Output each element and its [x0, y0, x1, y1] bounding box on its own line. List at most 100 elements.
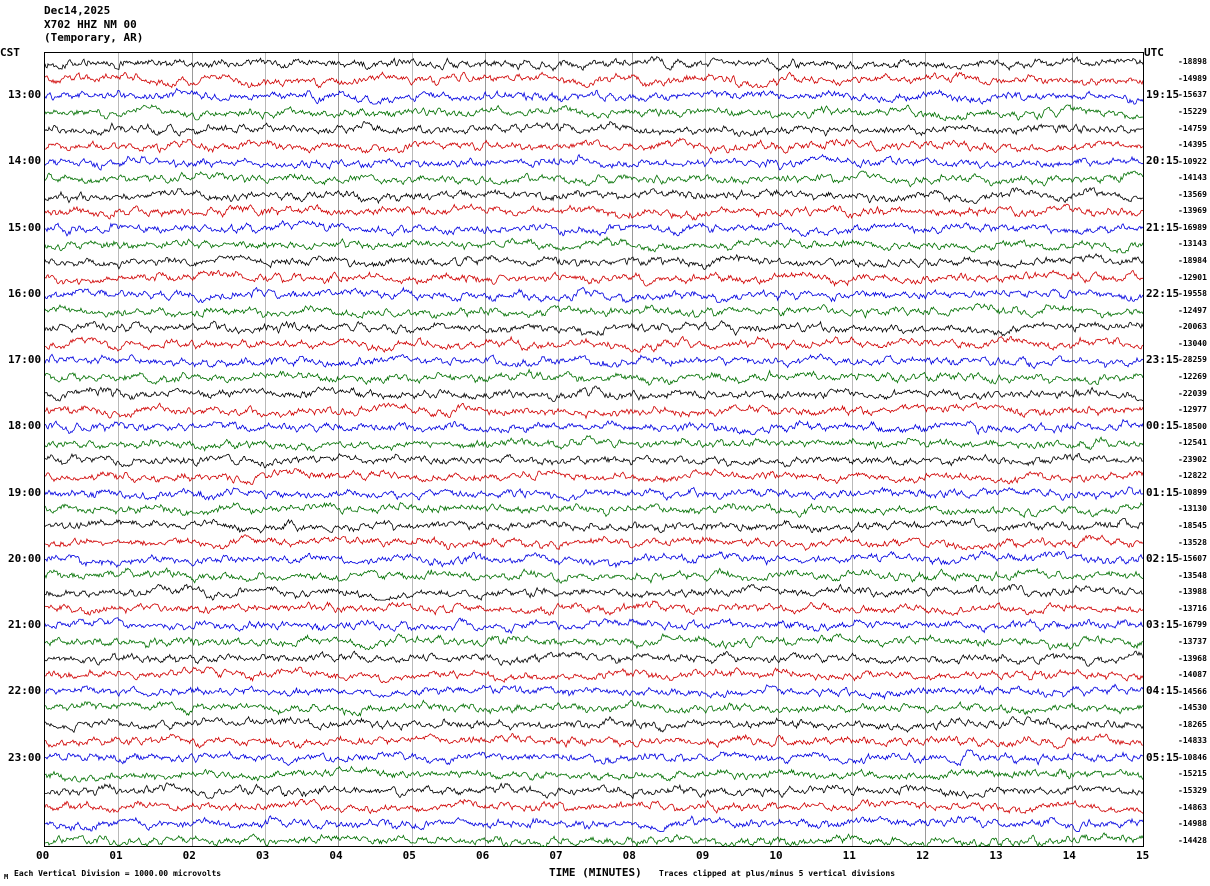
scale-value-32: -13548	[1178, 570, 1207, 580]
scale-value-1: -18898	[1178, 57, 1207, 67]
x-tick-03: 03	[256, 849, 270, 862]
grid-line-01	[118, 53, 120, 846]
scale-value-29: -18545	[1178, 521, 1207, 531]
header-network: (Temporary, AR)	[44, 31, 144, 44]
grid-line-09	[705, 53, 706, 846]
scale-value-3: -15637	[1178, 90, 1207, 100]
seismogram-plot	[44, 52, 1144, 847]
scale-value-14: -12901	[1178, 272, 1207, 282]
trace-25	[45, 452, 1143, 469]
left-time-1800: 18:00	[8, 419, 42, 433]
scale-value-40: -14530	[1178, 703, 1207, 713]
trace-05	[45, 121, 1143, 137]
trace-46	[45, 798, 1143, 815]
trace-23	[45, 418, 1143, 436]
scale-value-23: -18500	[1178, 421, 1207, 431]
x-tick-09: 09	[696, 849, 710, 862]
trace-28	[45, 501, 1143, 519]
x-tick-07: 07	[549, 849, 563, 862]
x-tick-13: 13	[989, 849, 1003, 862]
x-tick-12: 12	[916, 849, 930, 862]
scale-value-33: -13988	[1178, 587, 1207, 597]
trace-18	[45, 335, 1143, 353]
right-time-0315: 03:15	[1146, 618, 1180, 632]
trace-35	[45, 617, 1143, 635]
trace-06	[45, 137, 1143, 155]
trace-12	[45, 236, 1143, 254]
trace-09	[45, 186, 1143, 205]
trace-10	[45, 203, 1143, 221]
left-time-1900: 19:00	[8, 485, 42, 499]
trace-08	[45, 170, 1143, 188]
left-time-1500: 15:00	[8, 220, 42, 234]
x-tick-01: 01	[109, 849, 123, 862]
right-time-0115: 01:15	[1146, 485, 1180, 499]
grid-line-06	[485, 53, 486, 846]
trace-36	[45, 633, 1143, 651]
left-time-2100: 21:00	[8, 618, 42, 632]
scale-value-13: -18984	[1178, 256, 1207, 266]
trace-29	[45, 517, 1143, 534]
trace-14	[45, 269, 1143, 288]
x-axis-title: TIME (MINUTES)	[549, 866, 642, 879]
grid-line-03	[265, 53, 266, 846]
right-time-2115: 21:15	[1146, 220, 1180, 234]
scale-value-7: -10922	[1178, 156, 1207, 166]
x-tick-10: 10	[769, 849, 783, 862]
grid-line-05	[411, 53, 413, 846]
grid-line-08	[631, 53, 633, 846]
scale-value-4: -15229	[1178, 106, 1207, 116]
left-time-1400: 14:00	[8, 154, 42, 168]
left-time-1300: 13:00	[8, 88, 42, 102]
grid-line-12	[925, 53, 926, 846]
grid-line-10	[778, 53, 780, 846]
plot-header: Dec14,2025 X702 HHZ NM 00 (Temporary, AR…	[44, 4, 143, 45]
x-tick-02: 02	[182, 849, 196, 862]
grid-line-04	[338, 53, 340, 846]
scale-value-31: -15607	[1178, 554, 1207, 564]
right-time-0215: 02:15	[1146, 551, 1180, 565]
right-time-0415: 04:15	[1146, 684, 1180, 698]
right-time-2315: 23:15	[1146, 353, 1180, 367]
scale-value-8: -14143	[1178, 173, 1207, 183]
right-time-0015: 00:15	[1146, 419, 1180, 433]
right-time-1915: 19:15	[1146, 88, 1180, 102]
trace-44	[45, 765, 1143, 783]
trace-33	[45, 583, 1143, 601]
trace-45	[45, 782, 1143, 800]
grid-line-14	[1071, 53, 1073, 846]
trace-07	[45, 153, 1143, 171]
scale-value-46: -14863	[1178, 802, 1207, 812]
scale-value-43: -10846	[1178, 752, 1207, 762]
trace-17	[45, 319, 1143, 337]
scale-value-37: -13968	[1178, 653, 1207, 663]
header-date: Dec14,2025	[44, 4, 111, 17]
trace-32	[45, 567, 1143, 584]
scale-value-36: -13737	[1178, 636, 1207, 646]
trace-01	[45, 55, 1143, 72]
right-axis-label: UTC	[1144, 46, 1164, 59]
scale-value-39: -14566	[1178, 686, 1207, 696]
scale-value-17: -20063	[1178, 322, 1207, 332]
trace-19	[45, 353, 1143, 370]
scale-value-2: -14989	[1178, 73, 1207, 83]
trace-48	[45, 832, 1143, 847]
scale-value-9: -13569	[1178, 189, 1207, 199]
header-station: X702 HHZ NM 00	[44, 17, 137, 31]
trace-47	[45, 815, 1143, 833]
scale-value-19: -28259	[1178, 355, 1207, 365]
x-tick-11: 11	[842, 849, 856, 862]
scale-value-10: -13969	[1178, 206, 1207, 216]
trace-43	[45, 749, 1143, 767]
left-time-1600: 16:00	[8, 286, 42, 300]
scale-value-35: -16799	[1178, 620, 1207, 630]
footer-right-note: Traces clipped at plus/minus 5 vertical …	[659, 869, 896, 878]
scale-value-22: -12977	[1178, 405, 1207, 415]
scale-value-34: -13716	[1178, 603, 1207, 613]
trace-22	[45, 402, 1143, 420]
grid-line-13	[998, 53, 1000, 846]
scale-value-41: -18265	[1178, 719, 1207, 729]
trace-31	[45, 550, 1143, 569]
grid-lines	[45, 53, 1143, 846]
scale-value-42: -14833	[1178, 736, 1207, 746]
